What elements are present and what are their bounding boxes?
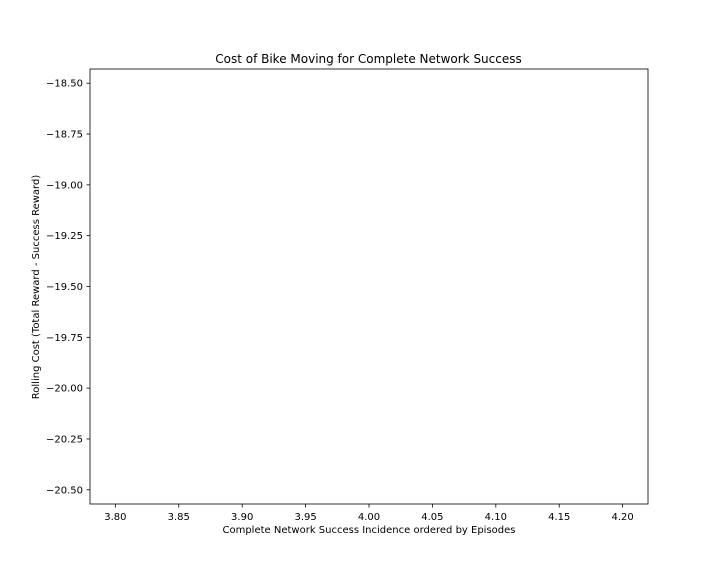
- x-tick-label: 4.15: [548, 512, 570, 523]
- y-axis: −18.50 −18.75 −19.00 −19.25 −19.50 −19.75 −20.…: [46, 79, 90, 496]
- x-tick-label: 3.80: [104, 512, 126, 523]
- chart-title: Cost of Bike Moving for Complete Network…: [215, 52, 522, 66]
- y-tick-label: −19.50: [46, 282, 83, 293]
- x-tick-label: 4.20: [612, 512, 634, 523]
- x-tick-label: 4.00: [358, 512, 380, 523]
- x-tick-label: 4.05: [421, 512, 443, 523]
- x-axis-label: Complete Network Success Incidence order…: [222, 525, 515, 536]
- y-axis-label: Rolling Cost (Total Reward - Success Rew…: [31, 175, 42, 400]
- x-tick-label: 3.85: [168, 512, 190, 523]
- y-tick-label: −20.25: [46, 434, 83, 445]
- y-tick-label: −20.00: [46, 384, 83, 395]
- y-tick-label: −18.50: [46, 79, 83, 90]
- x-tick-label: 3.90: [231, 512, 253, 523]
- y-tick-label: −19.25: [46, 231, 83, 242]
- x-tick-label: 4.10: [485, 512, 507, 523]
- x-axis: 3.80 3.85 3.90 3.95 4.00 4.05 4.10 4.15 4.20: [104, 504, 634, 523]
- y-tick-label: −18.75: [46, 130, 83, 141]
- x-tick-label: 3.95: [294, 512, 316, 523]
- y-tick-label: −19.00: [46, 180, 83, 191]
- y-tick-label: −19.75: [46, 333, 83, 344]
- y-tick-label: −20.50: [46, 485, 83, 496]
